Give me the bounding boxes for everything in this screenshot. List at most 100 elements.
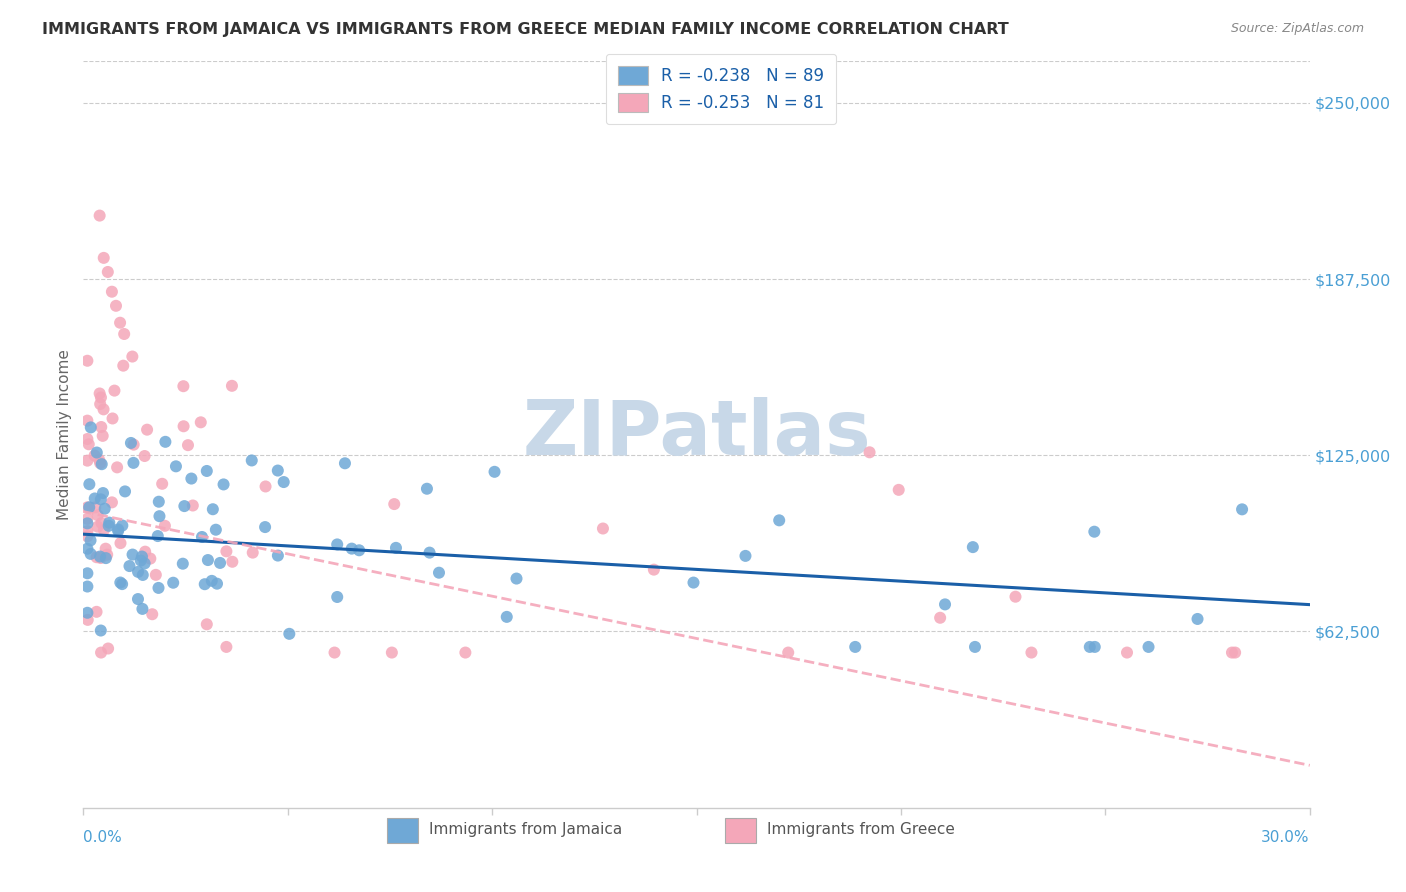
Point xyxy=(121,548,143,562)
Point xyxy=(934,598,956,612)
Point xyxy=(172,557,194,571)
Point xyxy=(120,436,142,450)
Point xyxy=(84,500,107,515)
Point xyxy=(1084,640,1107,654)
Point xyxy=(76,580,98,594)
Point xyxy=(118,559,141,574)
Point xyxy=(1137,640,1160,654)
Point xyxy=(326,590,349,604)
Point xyxy=(76,524,98,539)
Text: Immigrants from Greece: Immigrants from Greece xyxy=(766,822,955,837)
Point xyxy=(101,285,124,299)
Point xyxy=(132,568,155,582)
Text: 30.0%: 30.0% xyxy=(1261,830,1310,845)
Point xyxy=(929,611,952,625)
Point xyxy=(139,551,162,566)
Point xyxy=(89,209,111,223)
Point xyxy=(181,499,204,513)
Point xyxy=(887,483,910,497)
Point xyxy=(215,544,238,558)
Point xyxy=(768,513,790,527)
Point xyxy=(734,549,756,563)
Point xyxy=(145,567,167,582)
Point xyxy=(94,551,117,566)
Point xyxy=(844,640,866,654)
Point xyxy=(778,646,800,660)
Point xyxy=(131,549,153,564)
Point xyxy=(76,353,98,368)
Point xyxy=(242,546,264,560)
Point xyxy=(90,391,112,405)
Point xyxy=(134,557,156,571)
Point xyxy=(111,518,134,533)
Point xyxy=(201,574,224,588)
Point xyxy=(76,432,98,446)
Point xyxy=(1187,612,1209,626)
Point xyxy=(90,624,112,638)
Point xyxy=(105,460,128,475)
Point xyxy=(254,479,277,493)
Point xyxy=(165,459,187,474)
Point xyxy=(76,453,98,467)
Point xyxy=(240,453,263,467)
Point xyxy=(89,452,111,467)
Point xyxy=(155,434,177,449)
Point xyxy=(110,536,132,550)
Point xyxy=(1223,646,1246,660)
Point xyxy=(146,529,169,543)
Point xyxy=(1230,502,1253,516)
Point xyxy=(86,508,108,523)
Point xyxy=(76,414,98,428)
Point xyxy=(963,640,986,654)
Point xyxy=(173,419,195,434)
Point xyxy=(1116,646,1139,660)
Point xyxy=(205,523,228,537)
Point xyxy=(136,423,159,437)
Point xyxy=(505,572,527,586)
Point xyxy=(1083,524,1105,539)
Point xyxy=(91,486,114,500)
Point xyxy=(98,516,121,530)
Point xyxy=(127,592,149,607)
Point xyxy=(101,411,124,425)
Point xyxy=(201,502,224,516)
Point xyxy=(90,420,112,434)
Point xyxy=(131,602,153,616)
Point xyxy=(80,420,103,434)
Point xyxy=(77,500,100,515)
Point xyxy=(83,491,105,506)
Point xyxy=(90,646,112,660)
Point xyxy=(190,415,212,429)
Point xyxy=(76,500,98,515)
Y-axis label: Median Family Income: Median Family Income xyxy=(58,349,72,519)
Point xyxy=(105,299,128,313)
Point xyxy=(209,556,232,570)
Point xyxy=(1021,646,1043,660)
Point xyxy=(197,553,219,567)
Point xyxy=(148,581,170,595)
Point xyxy=(76,606,98,620)
Point xyxy=(382,497,405,511)
Point xyxy=(93,251,115,265)
Point xyxy=(212,477,235,491)
Point xyxy=(148,494,170,508)
Point xyxy=(90,492,112,507)
Point xyxy=(101,495,124,509)
Point xyxy=(273,475,295,489)
Point xyxy=(114,484,136,499)
Point xyxy=(148,509,170,524)
Point xyxy=(107,524,129,538)
Point xyxy=(76,529,98,543)
Point xyxy=(111,577,134,591)
Point xyxy=(89,549,111,564)
Point xyxy=(76,512,98,526)
Point xyxy=(150,476,173,491)
Point xyxy=(89,456,111,470)
Point xyxy=(97,518,120,533)
Point xyxy=(122,437,145,451)
Point xyxy=(77,437,100,451)
Point xyxy=(107,523,129,537)
Point xyxy=(385,541,408,555)
Text: Source: ZipAtlas.com: Source: ZipAtlas.com xyxy=(1230,22,1364,36)
Point xyxy=(427,566,450,580)
